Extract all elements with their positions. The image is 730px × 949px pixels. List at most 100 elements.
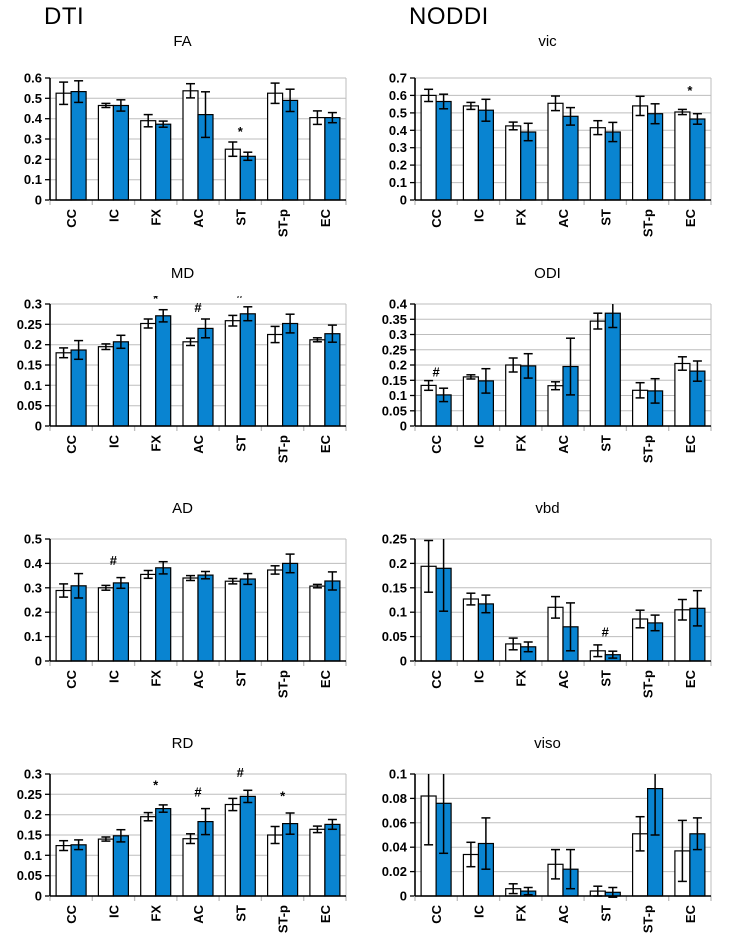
y-tick-label: 0.5 [24,91,42,106]
significance-marker: * [153,296,159,306]
bar-white [420,94,437,201]
bar-blue [562,115,579,201]
bar-white [589,320,606,427]
bar-white [267,92,284,201]
bar-white [140,322,157,427]
y-tick-label: 0.15 [17,828,42,843]
category-label: ST-p [276,435,291,463]
chart-odi: 00.050.10.150.20.250.30.350.4 CC IC FX AC ST S… [382,297,712,463]
bar-white [224,580,241,662]
category-label: AC [556,434,571,453]
chart-title-md: MD [170,265,195,282]
bar-white [309,828,326,897]
bar-white [547,102,564,201]
significance-marker: # [237,766,245,780]
bar-blue [282,322,299,427]
bar-white [182,577,199,662]
significance-marker: * [280,788,286,803]
bar-blue [324,116,341,201]
chart-cell-vbd: vbd 0 0.05 0.1 0.15 0.2 0.25 CC IC FX AC ST ST-p EC # [365,475,730,710]
category-label: ST [598,670,613,687]
column-title-noddi: NODDI [409,3,489,30]
category-label: ST [233,905,248,922]
y-tick-label: 0.3 [24,297,42,312]
category-label: ST-p [641,670,656,698]
y-tick-label: 0 [35,419,42,434]
significance-marker: # [432,365,440,380]
category-label: AC [556,208,571,227]
bar-blue [112,835,130,897]
bar-blue [155,123,172,201]
y-tick-label: 0.15 [382,580,407,595]
y-tick-label: 0.6 [389,88,407,103]
bar-white [267,569,284,662]
y-tick-label: 0.5 [389,105,407,120]
category-label: IC [471,904,486,918]
category-label: AC [191,669,206,688]
chart-viso: 0 0.02 0.04 0.06 0.08 0.1 CC IC FX AC ST ST-p EC [382,767,712,933]
category-label: AC [556,669,571,688]
y-tick-label: 0.35 [382,312,407,327]
y-tick-label: 0.1 [24,172,42,187]
y-tick-label: 0.3 [389,140,407,155]
y-tick-label: 0 [35,889,42,904]
category-label: CC [429,669,444,688]
bar-white [224,803,241,897]
bar-blue [239,795,256,897]
bar-blue [239,578,256,662]
category-label: EC [318,669,333,688]
chart-cell-odi: ODI 0 0.05 0.1 0.15 0.2 0.25 0.3 0.35 0.4 CC IC FX A… [365,240,730,475]
chart-cell-vic: NODDI vic 0 0.1 0.2 0.3 0.4 0.5 0.6 0.7 CC IC FX AC… [365,0,730,240]
y-tick-label: 0.08 [382,791,407,806]
y-tick-label: 0.05 [17,398,42,413]
y-tick-label: 0.3 [389,327,407,342]
y-tick-label: 0.1 [389,605,407,620]
significance-marker: # [602,625,610,640]
category-label: CC [64,434,79,453]
chart-cell-rd: RD 0 0.05 0.1 0.15 0.2 0.25 0.3 CC IC FX AC ST ST-p E… [0,710,365,949]
bar-white [140,816,157,897]
bar-white [547,385,564,427]
y-tick-label: 0.4 [24,556,43,571]
y-tick-label: 0.04 [382,840,408,855]
y-tick-label: 0.1 [389,767,407,782]
bar-white [462,376,480,427]
bar-white [55,589,72,662]
chart-cell-md: MD 0 0.05 0.1 0.15 0.2 0.25 0.3 CC IC FX AC ST ST-p E… [0,240,365,475]
category-label: EC [683,904,698,923]
category-label: FX [514,670,529,687]
chart-title-fa: FA [173,33,192,50]
chart-title-ad: AD [172,500,193,517]
y-tick-label: 0.02 [382,864,407,879]
column-title-dti: DTI [44,3,85,30]
bar-blue [689,118,706,201]
y-tick-label: 0.1 [24,378,42,393]
bar-blue [112,104,130,201]
bar-white [97,104,115,201]
bar-blue [70,91,87,201]
y-tick-label: 0.7 [389,71,407,86]
category-label: ST-p [641,905,656,933]
bar-white [462,105,480,201]
category-label: CC [429,208,444,227]
chart-cell-viso: viso 0 0.02 0.04 0.06 0.08 0.1 CC IC FX AC ST ST-p E… [365,710,730,949]
bar-blue [435,100,452,201]
category-label: ST [598,209,613,226]
bar-white [182,341,199,427]
y-tick-label: 0.2 [389,358,407,373]
category-label: IC [471,434,486,448]
significance-marker: # [194,300,202,315]
y-tick-label: 0.3 [24,132,42,147]
bar-blue [197,327,214,427]
y-tick-label: 0 [400,654,407,669]
category-label: ST [233,435,248,452]
chart-cell-fa: DTI FA 0 0.1 0.2 0.3 0.4 0.5 0.6 CC IC FX AC ST ST-p… [0,0,365,240]
category-label: CC [64,904,79,923]
category-label: FX [514,209,529,226]
y-tick-label: 0.05 [382,629,407,644]
bar-white [267,333,284,427]
chart-ad: 0 0.1 0.2 0.3 0.4 0.5 CC IC FX AC ST ST-p EC # [24,532,347,698]
bar-white [140,573,157,662]
category-label: FX [514,435,529,452]
